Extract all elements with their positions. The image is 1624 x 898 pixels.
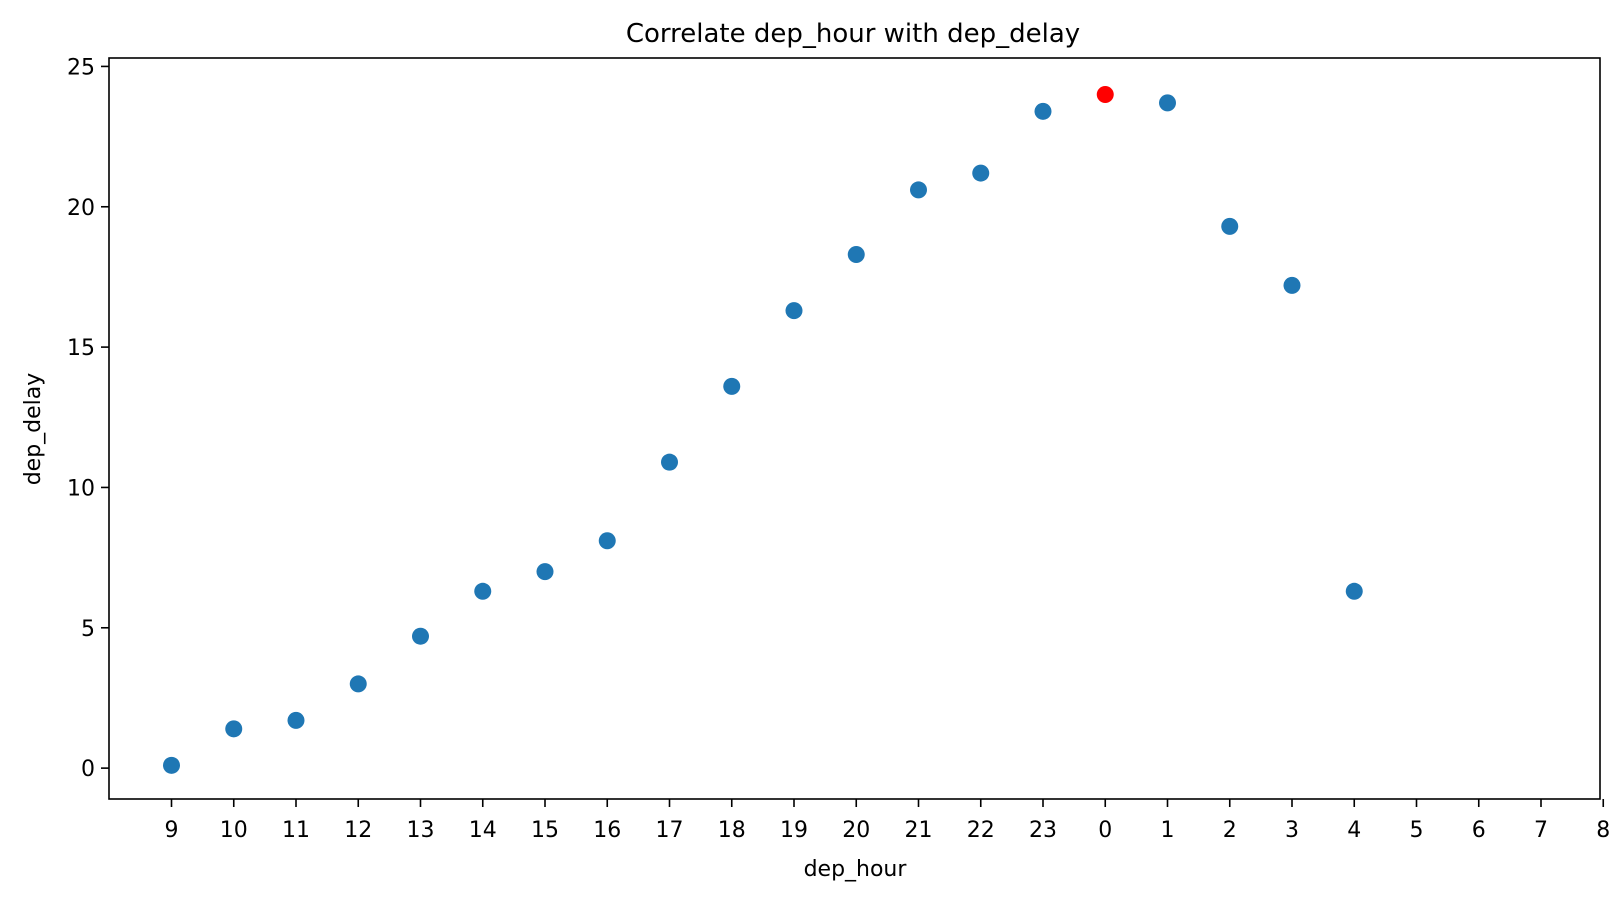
data-point [225, 720, 243, 738]
data-point [1159, 94, 1176, 112]
data-point [972, 164, 990, 182]
y-axis-ticks: 0 5 10 15 20 25 [67, 55, 109, 782]
x-tick-label: 0 [1098, 818, 1112, 843]
data-point [1283, 276, 1301, 294]
data-point [287, 711, 305, 729]
data-point [1034, 102, 1052, 120]
y-tick-label: 25 [67, 55, 95, 80]
x-axis-label: dep_hour [804, 857, 908, 882]
x-tick-label: 10 [220, 818, 248, 843]
x-tick-label: 13 [407, 818, 435, 843]
x-tick-label: 17 [656, 818, 684, 843]
data-point [785, 302, 803, 320]
data-point [847, 245, 865, 263]
x-tick-label: 8 [1596, 818, 1610, 843]
chart-title: Correlate dep_hour with dep_delay [626, 19, 1080, 49]
x-tick-label: 18 [718, 818, 746, 843]
x-tick-label: 12 [344, 818, 372, 843]
x-tick-label: 7 [1534, 818, 1548, 843]
x-tick-label: 5 [1410, 818, 1424, 843]
data-point [163, 756, 180, 774]
x-axis-ticks: 9 10 11 12 13 14 15 16 17 18 19 20 21 22 23 0 1 2 3 4 5 6 7 8 [165, 799, 1610, 843]
data-point [661, 453, 678, 471]
x-tick-label: 9 [165, 818, 179, 843]
x-tick-label: 2 [1223, 818, 1237, 843]
x-tick-label: 20 [842, 818, 870, 843]
highlighted-data-point [1096, 85, 1114, 103]
x-tick-label: 19 [780, 818, 808, 843]
x-tick-label: 22 [967, 818, 995, 843]
x-tick-label: 16 [593, 818, 621, 843]
plot-area-frame [108, 57, 1601, 800]
data-point [536, 563, 554, 581]
y-tick-label: 15 [67, 336, 95, 361]
y-tick-label: 20 [67, 196, 95, 221]
y-tick-label: 5 [81, 617, 95, 642]
data-point [349, 675, 367, 693]
data-point [910, 181, 927, 199]
y-axis-label: dep_delay [21, 373, 46, 486]
data-point [723, 377, 741, 395]
data-point [598, 532, 616, 550]
data-point [1221, 217, 1239, 235]
data-point [474, 582, 492, 600]
x-tick-label: 3 [1285, 818, 1299, 843]
x-tick-label: 23 [1029, 818, 1057, 843]
x-tick-label: 15 [531, 818, 559, 843]
data-point [412, 627, 429, 645]
x-tick-label: 14 [469, 818, 497, 843]
x-tick-label: 11 [282, 818, 310, 843]
x-tick-label: 1 [1161, 818, 1175, 843]
x-tick-label: 6 [1472, 818, 1486, 843]
y-tick-label: 10 [67, 476, 95, 501]
data-points [163, 85, 1363, 774]
data-point [1345, 582, 1363, 600]
x-tick-label: 21 [905, 818, 933, 843]
y-tick-label: 0 [81, 757, 95, 782]
x-tick-label: 4 [1347, 818, 1361, 843]
